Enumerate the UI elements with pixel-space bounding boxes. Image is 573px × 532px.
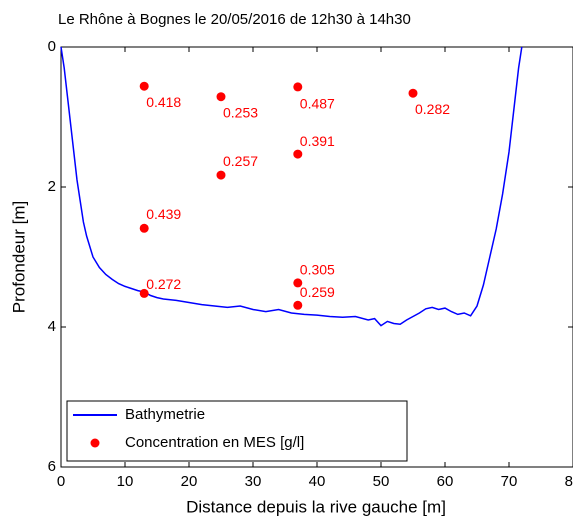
point [139, 223, 149, 233]
x-tick-label: 40 [309, 473, 326, 490]
legend-box [66, 400, 408, 462]
bathymetry-line [60, 46, 523, 327]
x-tick-label: 20 [181, 473, 198, 490]
plot-area [60, 46, 573, 468]
point [216, 92, 226, 102]
data-label: 0.391 [300, 133, 335, 149]
data-label: 0.253 [223, 104, 258, 120]
data-label: 0.272 [146, 276, 181, 292]
point [139, 288, 149, 298]
data-label: 0.439 [146, 206, 181, 222]
x-tick-label: 70 [501, 473, 518, 490]
point [293, 278, 303, 288]
x-tick-label: 10 [117, 473, 134, 490]
x-tick-label: 60 [437, 473, 454, 490]
point [408, 88, 418, 98]
y-tick-label: 4 [48, 318, 56, 335]
point [293, 82, 303, 92]
point [293, 149, 303, 159]
point [293, 300, 303, 310]
x-tick-label: 80 [565, 473, 573, 490]
x-tick-label: 0 [57, 473, 65, 490]
x-tick-label: 50 [373, 473, 390, 490]
data-label: 0.259 [300, 284, 335, 300]
y-axis-label: Profondeur [m] [9, 201, 28, 313]
legend-label: Bathymetrie [125, 406, 205, 423]
data-label: 0.418 [146, 94, 181, 110]
x-tick-label: 30 [245, 473, 262, 490]
legend-label: Concentration en MES [g/l] [125, 434, 304, 451]
point [216, 170, 226, 180]
data-label: 0.305 [300, 262, 335, 278]
legend-dot [90, 438, 100, 448]
chart-title: Le Rhône à Bognes le 20/05/2016 de 12h30… [58, 11, 411, 28]
data-label: 0.487 [300, 96, 335, 112]
y-tick-label: 2 [48, 178, 56, 195]
x-axis-label: Distance depuis la rive gauche [m] [186, 497, 446, 516]
y-tick-label: 6 [48, 458, 56, 475]
data-label: 0.257 [223, 153, 258, 169]
point [139, 81, 149, 91]
data-label: 0.282 [415, 101, 450, 117]
y-tick-label: 0 [48, 38, 56, 55]
